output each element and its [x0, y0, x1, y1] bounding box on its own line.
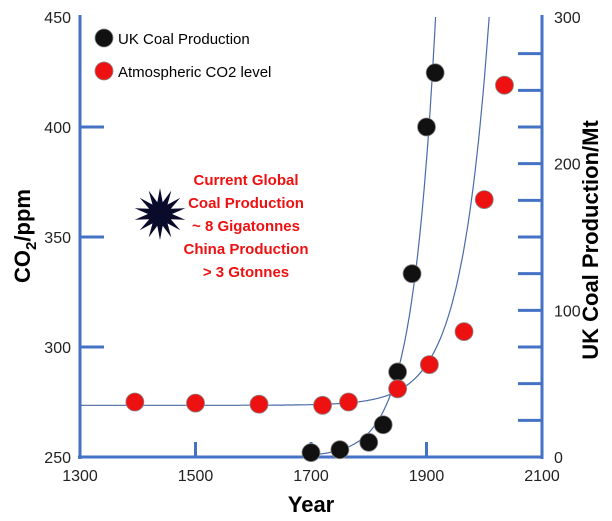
y-right-tick-label: 200 [554, 157, 581, 174]
y-left-ticks: 250 300 350 400 450 [44, 10, 104, 467]
co2-point [419, 355, 439, 375]
coal-point [425, 63, 445, 83]
co2-level-points [125, 75, 514, 415]
co2-point [454, 322, 474, 342]
annotation: Current Global Coal Production ~ 8 Gigat… [184, 172, 309, 281]
y-left-axis-title-unit: /ppm [10, 189, 35, 242]
x-tick-label: 1900 [409, 468, 445, 485]
y-left-tick-label: 300 [44, 340, 71, 357]
legend: UK Coal Production Atmospheric CO2 level [94, 28, 271, 81]
co2-point [186, 393, 205, 413]
annotation-line-5: > 3 Gtonnes [203, 264, 289, 281]
x-ticks: 1300 1500 1700 1900 2100 [62, 442, 560, 485]
x-tick-label: 2100 [524, 468, 560, 485]
y-left-tick-label: 350 [44, 230, 71, 247]
co2-point [388, 379, 408, 399]
coal-point [373, 415, 393, 435]
annotation-line-4: China Production [184, 241, 309, 258]
y-left-axis-title-subscript: 2 [23, 242, 40, 250]
legend-label-coal: UK Coal Production [118, 31, 250, 48]
coal-point [402, 264, 422, 284]
x-tick-label: 1300 [62, 468, 98, 485]
co2-point [339, 392, 358, 412]
y-left-tick-label: 450 [44, 10, 71, 27]
co2-fit-curve [80, 17, 490, 406]
annotation-line-2: Coal Production [188, 195, 304, 212]
y-left-tick-label: 400 [44, 120, 71, 137]
legend-label-co2: Atmospheric CO2 level [118, 64, 271, 81]
co2-point [249, 394, 269, 414]
co2-point [125, 392, 145, 412]
coal-point [301, 443, 321, 463]
y-right-tick-label: 300 [554, 10, 581, 27]
starburst-icon [134, 188, 186, 240]
co2-point [474, 190, 494, 210]
coal-fit-curve [305, 17, 437, 456]
co2-point [495, 75, 514, 95]
x-axis-title: Year [288, 492, 335, 517]
x-tick-label: 1500 [178, 468, 214, 485]
coal-point [417, 117, 436, 137]
legend-marker-co2 [94, 61, 114, 81]
y-right-tick-label: 100 [554, 303, 581, 320]
coal-point [388, 362, 408, 382]
x-tick-label: 1700 [293, 468, 329, 485]
y-right-tick-label: 0 [554, 450, 563, 467]
y-left-axis-title-main: CO [10, 250, 35, 283]
coal-point [330, 440, 350, 460]
annotation-line-3: ~ 8 Gigatonnes [192, 218, 300, 235]
y-right-ticks: 0 100 200 300 [518, 10, 581, 467]
co2-point [313, 395, 332, 415]
y-right-axis-title: UK Coal Production/Mt [578, 120, 603, 360]
y-left-axis-title: CO2/ppm [10, 189, 40, 283]
annotation-line-1: Current Global [193, 172, 298, 189]
y-left-tick-label: 250 [44, 450, 71, 467]
coal-point [359, 432, 379, 452]
coal-production-points [301, 63, 445, 463]
legend-marker-coal [94, 28, 114, 48]
